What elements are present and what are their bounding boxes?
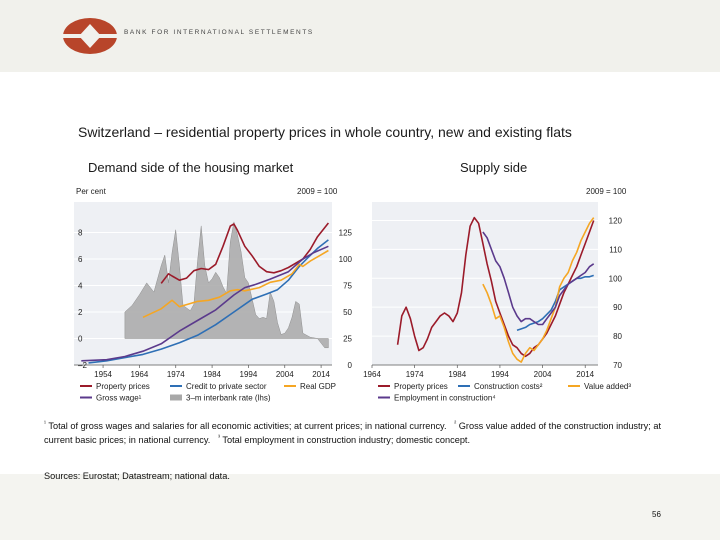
- left-panel-title: Demand side of the housing market: [88, 160, 294, 175]
- series-line-credit-to-private-sector: [88, 239, 329, 364]
- legend-label: Construction costs²: [474, 382, 543, 391]
- legend-label: 3–m interbank rate (lhs): [186, 394, 271, 403]
- series-line-property-prices: [396, 216, 595, 358]
- right-axis-tick-label: 120: [609, 216, 623, 225]
- bis-logo-icon: [63, 18, 117, 54]
- footnote-3-mark: ³: [217, 435, 220, 442]
- right-axis-tick-label: 100: [339, 255, 353, 264]
- left-axis-unit-label: Per cent: [76, 187, 106, 196]
- x-axis-tick-label: 1964: [131, 370, 149, 379]
- legend-label: Property prices: [394, 382, 448, 391]
- left-axis-tick-label: –2: [78, 361, 87, 370]
- header-bar: BANK FOR INTERNATIONAL SETTLEMENTS: [0, 0, 720, 72]
- x-axis-tick-label: 1994: [240, 370, 258, 379]
- right-axis-tick-label: 90: [613, 303, 622, 312]
- left-panel-right-axis-unit-label: 2009 = 100: [297, 187, 338, 196]
- x-axis-tick-label: 1974: [167, 370, 185, 379]
- footnote-2: Gross value added of the construction in…: [44, 421, 662, 446]
- series-line-employment-in-construction: [482, 231, 595, 326]
- page-number: 56: [652, 510, 661, 519]
- legend-label: Credit to private sector: [186, 382, 267, 391]
- x-axis-tick-label: 2014: [576, 370, 594, 379]
- x-axis-tick-label: 1984: [448, 370, 466, 379]
- series-area-interbank-rate: [124, 221, 329, 349]
- page-title: Switzerland – residential property price…: [78, 124, 572, 140]
- footnote-2-mark: ²: [454, 421, 457, 427]
- legend-label: Real GDP: [300, 382, 336, 391]
- right-axis-tick-label: 110: [609, 245, 622, 254]
- left-axis-tick-label: 6: [78, 255, 83, 264]
- series-line-value-added: [482, 217, 595, 363]
- sources-note: Sources: Eurostat; Datastream; national …: [44, 471, 230, 481]
- right-axis-tick-label: 100: [609, 274, 623, 283]
- right-axis-tick-label: 125: [339, 229, 353, 238]
- right-axis-tick-label: 70: [613, 361, 622, 370]
- legend-label: Gross wage¹: [96, 394, 142, 403]
- series-line-construction-costs: [516, 274, 594, 332]
- plot-area-2: [372, 202, 598, 365]
- left-axis-tick-label: 8: [78, 229, 83, 238]
- org-name: BANK FOR INTERNATIONAL SETTLEMENTS: [124, 29, 314, 36]
- footnotes: ¹ Total of gross wages and salaries for …: [44, 418, 672, 446]
- footnote-3: Total employment in construction industr…: [222, 435, 471, 446]
- legend-label: Employment in construction⁴: [394, 394, 496, 403]
- legend-label: Value added³: [584, 382, 631, 391]
- left-axis-tick-label: 0: [78, 335, 83, 344]
- right-panel-title: Supply side: [460, 160, 528, 175]
- series-line-gross-wage: [81, 245, 329, 362]
- footer-bar: [0, 474, 720, 540]
- right-axis-tick-label: 25: [343, 335, 352, 344]
- right-axis-tick-label: 80: [613, 332, 622, 341]
- legend-swatch: [170, 394, 182, 401]
- left-axis-tick-label: 2: [78, 308, 83, 317]
- x-axis-tick-label: 2004: [534, 370, 552, 379]
- footnote-1-mark: ¹: [44, 421, 46, 427]
- right-axis-tick-label: 50: [343, 308, 352, 317]
- x-axis-tick-label: 1974: [406, 370, 424, 379]
- x-axis-tick-label: 2004: [276, 370, 294, 379]
- right-axis-tick-label: 0: [348, 361, 353, 370]
- x-axis-tick-label: 2014: [312, 370, 330, 379]
- x-axis-tick-label: 1954: [94, 370, 112, 379]
- right-panel-axis-unit-label: 2009 = 100: [586, 187, 627, 196]
- left-axis-tick-label: 4: [78, 282, 83, 291]
- right-axis-tick-label: 75: [343, 282, 352, 291]
- footnote-1: Total of gross wages and salaries for al…: [48, 421, 447, 432]
- x-axis-tick-label: 1984: [203, 370, 221, 379]
- x-axis-tick-label: 1964: [363, 370, 381, 379]
- series-line-property-prices: [160, 222, 330, 284]
- legend-label: Property prices: [96, 382, 150, 391]
- x-axis-tick-label: 1994: [491, 370, 509, 379]
